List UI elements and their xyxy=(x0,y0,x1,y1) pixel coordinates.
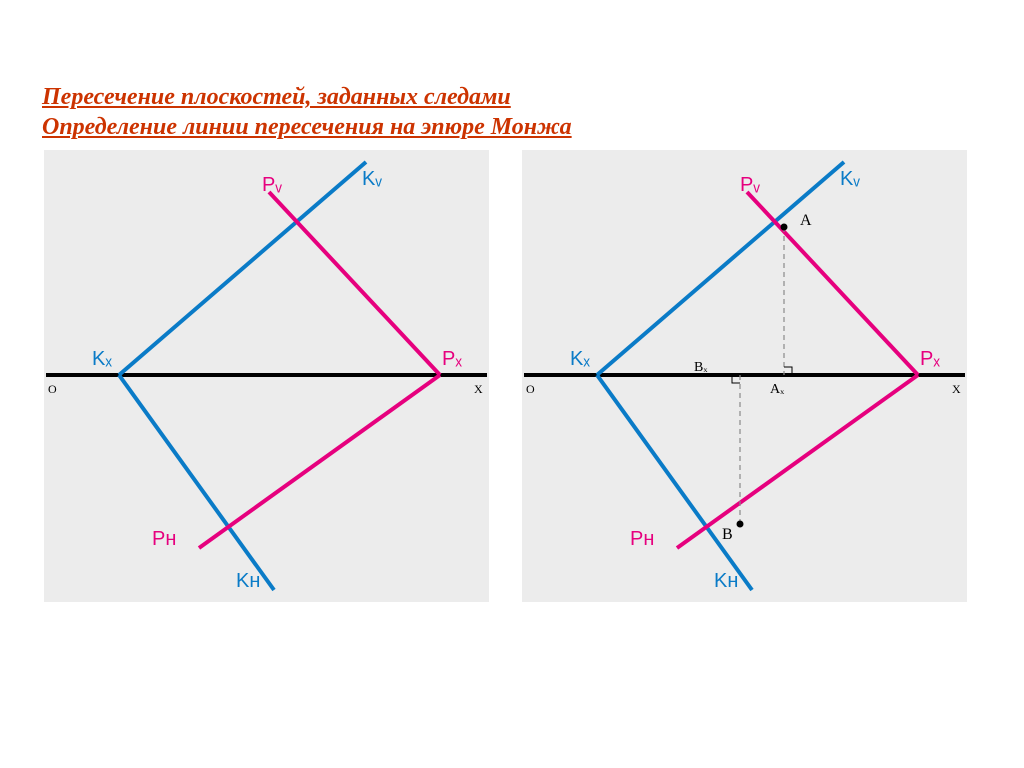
page-root: Пересечение плоскостей, заданных следами… xyxy=(0,0,1024,768)
label-kx: Kₓ xyxy=(92,348,112,371)
trace-pv xyxy=(747,192,918,375)
trace-pv xyxy=(269,192,440,375)
label-pv: Pᵥ xyxy=(740,174,760,197)
label-b: B xyxy=(722,526,733,544)
axis-label-o: O xyxy=(526,382,535,397)
right-diagram xyxy=(522,150,967,602)
trace-ph xyxy=(199,375,440,548)
label-kh: Kн xyxy=(236,570,260,593)
trace-ph xyxy=(677,375,918,548)
label-px: Pₓ xyxy=(442,348,462,371)
trace-kv xyxy=(597,162,844,375)
axis-label-x: X xyxy=(474,382,483,397)
label-kh: Kн xyxy=(714,570,738,593)
title-line-1: Пересечение плоскостей, заданных следами xyxy=(42,84,511,110)
point-a xyxy=(781,224,788,231)
label-a: A xyxy=(800,212,812,230)
label-bx: Bₓ xyxy=(694,360,707,376)
label-kv: Kᵥ xyxy=(840,168,860,191)
left-panel: O X Kᵥ Pᵥ Kₓ Pₓ Pн Kн xyxy=(44,150,489,602)
right-panel: O X Kᵥ Pᵥ Kₓ Pₓ Pн Kн A B Aₓ Bₓ xyxy=(522,150,967,602)
axis-label-o: O xyxy=(48,382,57,397)
label-kx: Kₓ xyxy=(570,348,590,371)
left-diagram xyxy=(44,150,489,602)
trace-kh xyxy=(597,375,752,590)
label-pv: Pᵥ xyxy=(262,174,282,197)
label-ph: Pн xyxy=(152,528,176,551)
page-title: Пересечение плоскостей, заданных следами… xyxy=(42,82,942,142)
point-b xyxy=(737,521,744,528)
label-px: Pₓ xyxy=(920,348,940,371)
trace-kv xyxy=(119,162,366,375)
label-ph: Pн xyxy=(630,528,654,551)
label-kv: Kᵥ xyxy=(362,168,382,191)
axis-label-x: X xyxy=(952,382,961,397)
label-ax: Aₓ xyxy=(770,382,784,398)
trace-kh xyxy=(119,375,274,590)
title-line-2: Определение линии пересечения на эпюре М… xyxy=(42,114,572,140)
